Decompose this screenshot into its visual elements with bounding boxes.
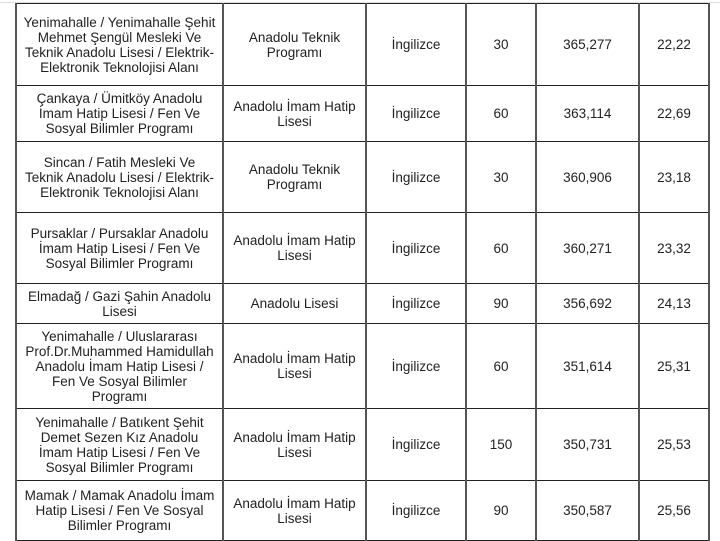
school-name-cell: Yenimahalle / Yenimahalle Şehit Mehmet Ş… (15, 3, 224, 86)
percentile-cell: 25,56 (638, 480, 710, 541)
language-cell: İngilizce (365, 3, 467, 86)
quota-cell: 30 (465, 3, 537, 86)
quota-cell: 60 (465, 85, 537, 142)
table-row: Mamak / Mamak Anadolu İmam Hatip Lisesi … (15, 480, 710, 541)
school-type-cell: Anadolu Lisesi (222, 283, 367, 324)
score-cell: 360,906 (535, 141, 640, 213)
table-row: Çankaya / Ümitköy Anadolu İmam Hatip Lis… (15, 85, 710, 142)
percentile-cell: 22,22 (638, 3, 710, 86)
table-row: Yenimahalle / Batıkent Şehit Demet Sezen… (15, 408, 710, 481)
score-cell: 356,692 (535, 283, 640, 324)
school-name-cell: Yenimahalle / Uluslararası Prof.Dr.Muham… (15, 323, 224, 409)
table-row: Yenimahalle / Uluslararası Prof.Dr.Muham… (15, 323, 710, 409)
school-name-cell: Yenimahalle / Batıkent Şehit Demet Sezen… (15, 408, 224, 481)
quota-cell: 90 (465, 283, 537, 324)
quota-cell: 150 (465, 408, 537, 481)
school-table: Yenimahalle / Yenimahalle Şehit Mehmet Ş… (15, 3, 710, 541)
percentile-cell: 22,69 (638, 85, 710, 142)
language-cell: İngilizce (365, 85, 467, 142)
school-type-cell: Anadolu İmam Hatip Lisesi (222, 408, 367, 481)
school-name-cell: Elmadağ / Gazi Şahin Anadolu Lisesi (15, 283, 224, 324)
language-cell: İngilizce (365, 283, 467, 324)
score-cell: 365,277 (535, 3, 640, 86)
score-cell: 350,587 (535, 480, 640, 541)
percentile-cell: 24,13 (638, 283, 710, 324)
language-cell: İngilizce (365, 480, 467, 541)
table-row: Sincan / Fatih Mesleki Ve Teknik Anadolu… (15, 141, 710, 213)
score-cell: 363,114 (535, 85, 640, 142)
table-row: Pursaklar / Pursaklar Anadolu İmam Hatip… (15, 212, 710, 284)
language-cell: İngilizce (365, 323, 467, 409)
school-name-cell: Sincan / Fatih Mesleki Ve Teknik Anadolu… (15, 141, 224, 213)
table-row: Yenimahalle / Yenimahalle Şehit Mehmet Ş… (15, 3, 710, 86)
school-type-cell: Anadolu İmam Hatip Lisesi (222, 480, 367, 541)
language-cell: İngilizce (365, 212, 467, 284)
school-name-cell: Mamak / Mamak Anadolu İmam Hatip Lisesi … (15, 480, 224, 541)
percentile-cell: 23,32 (638, 212, 710, 284)
school-type-cell: Anadolu Teknik Programı (222, 3, 367, 86)
quota-cell: 30 (465, 141, 537, 213)
school-type-cell: Anadolu İmam Hatip Lisesi (222, 85, 367, 142)
percentile-cell: 25,53 (638, 408, 710, 481)
school-name-cell: Çankaya / Ümitköy Anadolu İmam Hatip Lis… (15, 85, 224, 142)
score-cell: 360,271 (535, 212, 640, 284)
score-cell: 350,731 (535, 408, 640, 481)
quota-cell: 60 (465, 323, 537, 409)
quota-cell: 90 (465, 480, 537, 541)
school-type-cell: Anadolu Teknik Programı (222, 141, 367, 213)
school-name-cell: Pursaklar / Pursaklar Anadolu İmam Hatip… (15, 212, 224, 284)
percentile-cell: 23,18 (638, 141, 710, 213)
quota-cell: 60 (465, 212, 537, 284)
top-divider (0, 2, 720, 3)
language-cell: İngilizce (365, 408, 467, 481)
score-cell: 351,614 (535, 323, 640, 409)
percentile-cell: 25,31 (638, 323, 710, 409)
language-cell: İngilizce (365, 141, 467, 213)
school-type-cell: Anadolu İmam Hatip Lisesi (222, 323, 367, 409)
school-type-cell: Anadolu İmam Hatip Lisesi (222, 212, 367, 284)
table-row: Elmadağ / Gazi Şahin Anadolu Lisesi Anado… (15, 283, 710, 324)
